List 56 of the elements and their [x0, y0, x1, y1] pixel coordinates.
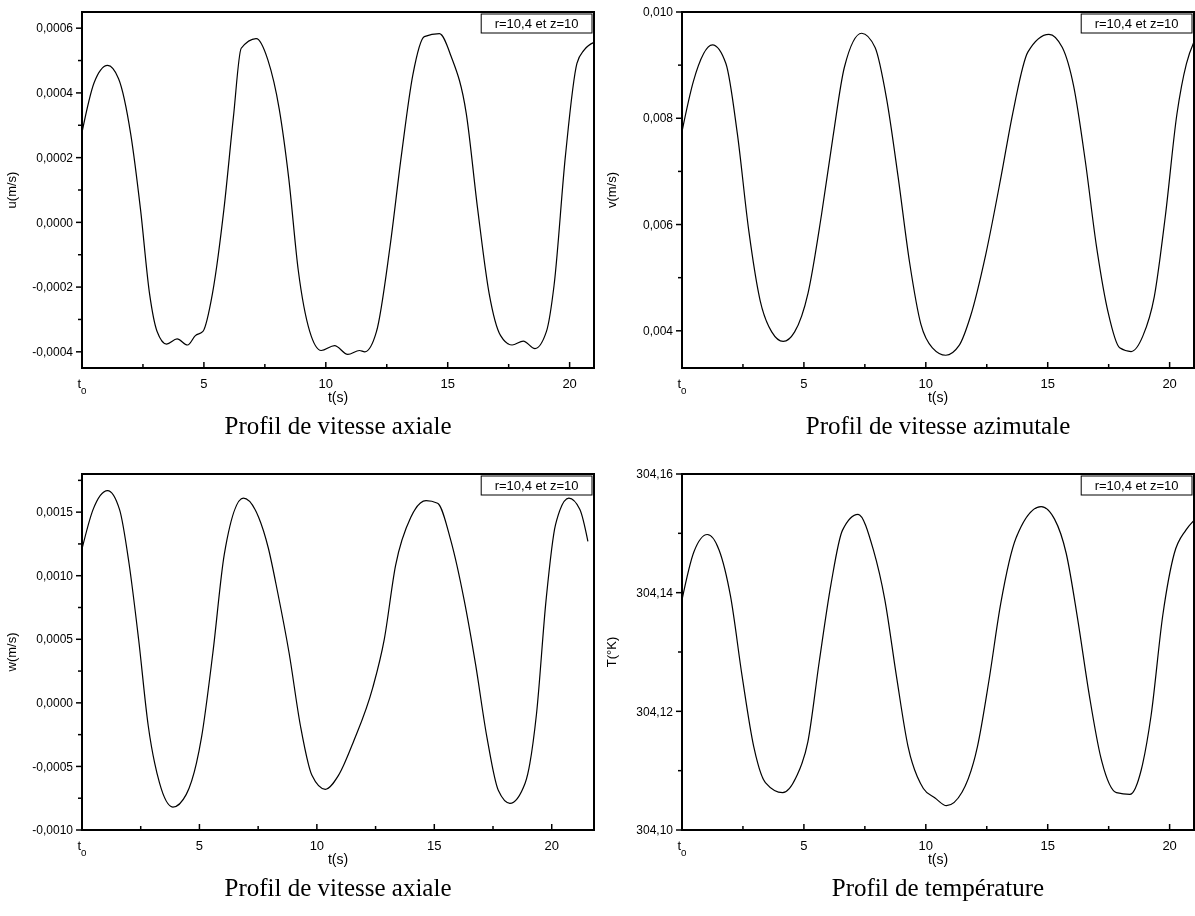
x-tick-label: 20 — [1162, 838, 1177, 853]
y-tick-label: 0,0004 — [36, 86, 74, 101]
x-tick-label: t$_{0}$ — [677, 376, 688, 396]
x-tick-label: 10 — [918, 838, 934, 853]
y-axis-title: v(m/s) — [604, 171, 619, 209]
y-tick-label: 0,008 — [642, 111, 674, 126]
x-tick-label: 5 — [800, 376, 808, 391]
y-tick-label: -0,0005 — [32, 759, 74, 774]
annotation: r=10,4 et z=10 — [1094, 478, 1179, 493]
y-tick-label: 0,006 — [642, 217, 674, 232]
x-axis-title: t(s) — [327, 389, 349, 405]
text: Profil de vitesse azimutale — [805, 412, 1071, 439]
x-tick-label: t$_{0}$ — [77, 376, 88, 396]
x-tick-label: t$_{0}$ — [77, 838, 88, 858]
y-tick-label: -0,0010 — [32, 823, 74, 838]
x-tick-label: 20 — [544, 838, 559, 853]
x-axis-title: t(s) — [927, 389, 949, 405]
x-tick-label: 15 — [440, 376, 455, 391]
y-tick-label: 304,14 — [636, 585, 674, 600]
text: Profil de température — [831, 874, 1045, 901]
y-tick-label: 0,0000 — [36, 215, 74, 230]
x-axis-title: t(s) — [327, 851, 349, 867]
x-axis-title: t(s) — [927, 851, 949, 867]
x-tick-label: 10 — [918, 376, 934, 391]
text: Profil de vitesse axiale — [224, 874, 452, 901]
x-tick-label: 15 — [427, 838, 442, 853]
x-tick-label: t$_{0}$ — [677, 838, 688, 858]
y-tick-label: 0,010 — [642, 5, 674, 20]
x-tick-label: 20 — [562, 376, 577, 391]
annotation: r=10,4 et z=10 — [494, 478, 579, 493]
text: Profil de vitesse axiale — [224, 412, 452, 439]
y-tick-label: 0,0005 — [36, 632, 74, 647]
y-tick-label: -0,0004 — [32, 345, 74, 360]
y-tick-label: 0,0002 — [36, 150, 74, 165]
y-axis-title: T(°K) — [604, 636, 619, 668]
y-tick-label: 0,0000 — [36, 696, 74, 711]
y-tick-label: 0,004 — [642, 324, 674, 339]
x-tick-label: 10 — [318, 376, 334, 391]
x-tick-label: 15 — [1040, 376, 1055, 391]
annotation: r=10,4 et z=10 — [494, 16, 579, 31]
y-tick-label: 304,16 — [636, 467, 674, 482]
y-tick-label: 304,12 — [636, 704, 674, 719]
y-axis-title: u(m/s) — [4, 171, 19, 209]
y-tick-label: -0,0002 — [32, 280, 74, 295]
x-tick-label: 5 — [800, 838, 808, 853]
y-tick-label: 0,0010 — [36, 568, 74, 583]
x-tick-label: 15 — [1040, 838, 1055, 853]
y-tick-label: 0,0006 — [36, 21, 74, 36]
annotation: r=10,4 et z=10 — [1094, 16, 1179, 31]
x-tick-label: 5 — [195, 838, 204, 853]
x-tick-label: 5 — [200, 376, 208, 391]
x-tick-label: 20 — [1162, 376, 1177, 391]
x-tick-label: 10 — [309, 838, 325, 853]
y-axis-title: w(m/s) — [4, 632, 19, 673]
y-tick-label: 0,0015 — [36, 505, 74, 520]
y-tick-label: 304,10 — [636, 823, 674, 838]
